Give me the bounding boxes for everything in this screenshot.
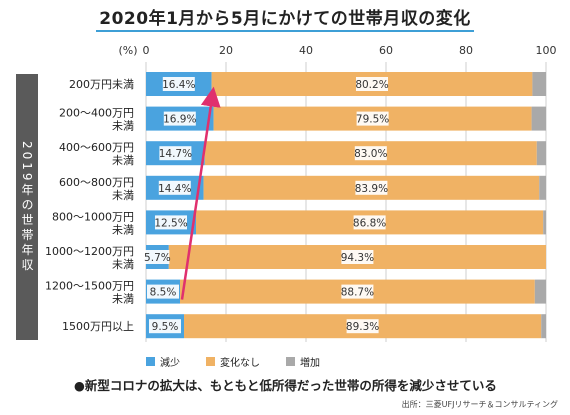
bar-segment-2 (536, 141, 546, 166)
legend: 減少 変化なし 増加 (146, 354, 320, 369)
data-label-bg (147, 284, 179, 299)
data-label-bg (354, 146, 387, 161)
legend-label: 減少 (160, 358, 180, 369)
data-label: 5.7% (144, 252, 171, 264)
data-label: 86.8% (353, 217, 386, 229)
data-label: 16.4% (162, 79, 195, 91)
legend-item: 変化なし (206, 354, 260, 369)
data-label-bg (159, 146, 192, 161)
x-tick-label: 0 (143, 44, 150, 57)
data-label: 8.5% (150, 287, 177, 299)
category-label: 1500万円以上 (62, 320, 134, 333)
legend-label: 変化なし (220, 358, 260, 369)
x-tick-label: 100 (536, 44, 557, 57)
category-label: 200万円未満 (69, 78, 134, 91)
data-label: 89.3% (346, 321, 379, 333)
category-label: 1000〜1200万円 (45, 245, 134, 258)
data-label-bg (145, 250, 170, 264)
side-axis-label: 2019年の世帯年収 (16, 74, 38, 340)
side-axis-label-text: 2019年の世帯年収 (20, 140, 34, 274)
data-label: 14.4% (158, 183, 191, 195)
x-tick-label: 60 (379, 44, 393, 57)
data-label-bg (341, 250, 374, 264)
category-label: 800〜1000万円 (52, 210, 134, 223)
legend-item: 減少 (146, 354, 180, 369)
category-label: 1200〜1500万円 (45, 280, 134, 293)
legend-swatch (206, 357, 215, 366)
data-label-bg (356, 111, 389, 126)
category-label: 600〜800万円 (59, 176, 134, 189)
data-label-bg (158, 180, 191, 195)
data-label: 94.3% (341, 252, 374, 264)
chart-title: 2020年1月から5月にかけての世帯月収の変化 (99, 9, 471, 29)
data-label-bg (353, 215, 386, 230)
legend-item: 増加 (286, 354, 320, 369)
title-underline (96, 30, 474, 32)
data-label-bg (149, 319, 181, 334)
axis-unit-label: (%) (118, 44, 137, 57)
data-label: 9.5% (152, 321, 179, 333)
category-label: 200〜400万円 (59, 107, 134, 120)
data-label-bg (356, 77, 388, 91)
data-label: 83.9% (355, 183, 388, 195)
category-label: 未満 (112, 154, 134, 167)
legend-label: 増加 (300, 358, 320, 369)
category-label: 未満 (112, 258, 134, 271)
bar-segment-2 (539, 175, 546, 200)
data-label: 80.2% (355, 79, 388, 91)
data-label-bg (346, 319, 379, 334)
data-label: 14.7% (159, 148, 192, 160)
data-label: 88.7% (341, 287, 374, 299)
data-label-bg (355, 180, 388, 195)
bar-segment-2 (532, 72, 546, 96)
x-tick-label: 40 (299, 44, 313, 57)
data-label-bg (163, 111, 196, 126)
data-label-bg (155, 215, 187, 230)
data-label-bg (341, 284, 374, 299)
legend-swatch (146, 357, 155, 366)
footnote: ●新型コロナの拡大は、もともと低所得だった世帯の所得を減少させている (74, 378, 497, 393)
x-tick-label: 80 (459, 44, 473, 57)
category-label: 未満 (112, 120, 134, 133)
data-label: 12.5% (154, 217, 187, 229)
category-label: 未満 (112, 189, 134, 202)
source-note: 出所：三菱UFJリサーチ＆コンサルティング (401, 400, 558, 409)
data-label-bg (162, 77, 195, 91)
bar-segment-2 (534, 279, 546, 304)
bar-segment-2 (531, 106, 546, 131)
bar-segment-2 (541, 314, 546, 339)
category-label: 400〜600万円 (59, 141, 134, 154)
category-label: 未満 (112, 293, 134, 306)
category-label: 未満 (112, 223, 134, 236)
x-tick-label: 20 (219, 44, 233, 57)
data-label: 79.5% (356, 114, 389, 126)
legend-swatch (286, 357, 295, 366)
trend-arrow (180, 86, 221, 300)
data-label: 16.9% (163, 114, 196, 126)
bar-segment-2 (543, 210, 546, 235)
data-label: 83.0% (354, 148, 387, 160)
